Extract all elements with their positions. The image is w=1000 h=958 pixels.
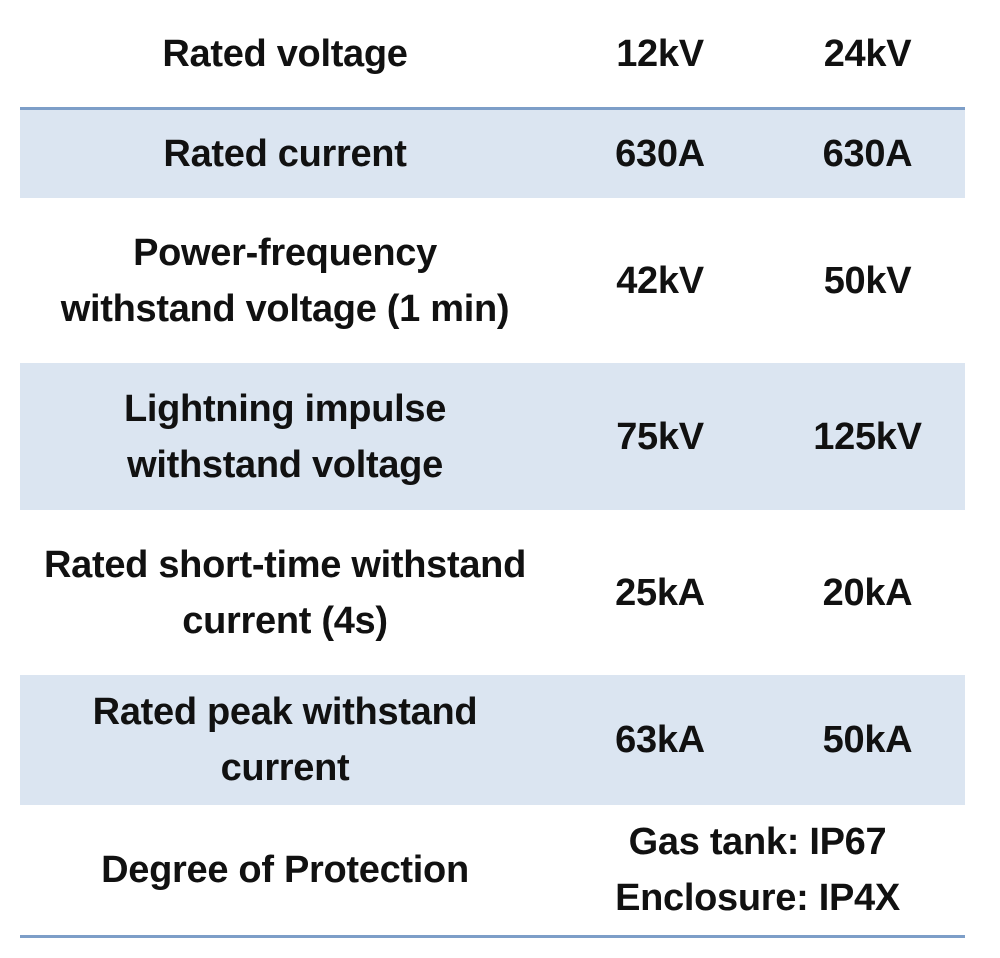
table-row: Rated peak withstand current 63kA 50kA — [20, 675, 965, 805]
spec-table: Rated voltage 12kV 24kV Rated current 63… — [20, 0, 965, 938]
protection-value: Gas tank: IP67 Enclosure: IP4X — [615, 821, 900, 919]
table-row: Degree of Protection Gas tank: IP67 Encl… — [20, 805, 965, 935]
row-value-24kv: 20kA — [822, 571, 913, 614]
row-value-24kv: 50kV — [823, 259, 912, 302]
row-label: Power-frequency withstand voltage (1 min… — [60, 231, 510, 330]
table-row: Power-frequency withstand voltage (1 min… — [20, 198, 965, 363]
bottom-divider — [20, 935, 965, 938]
row-value-12kv: 75kV — [616, 415, 704, 458]
header-label: Rated voltage — [162, 32, 408, 75]
row-value-24kv: 630A — [822, 133, 913, 175]
table-row: Rated short-time withstand current (4s) … — [20, 510, 965, 675]
row-value-24kv: 50kA — [822, 719, 913, 761]
row-label: Degree of Protection — [101, 849, 469, 891]
row-label: Lightning impulse withstand voltage — [123, 387, 447, 486]
header-12kv: 12kV — [616, 32, 704, 75]
table-row: Lightning impulse withstand voltage 75kV… — [20, 363, 965, 510]
row-value-12kv: 25kA — [615, 571, 705, 614]
row-label: Rated short-time withstand current (4s) — [43, 543, 526, 642]
row-value-12kv: 630A — [615, 133, 705, 175]
table-header-row: Rated voltage 12kV 24kV — [20, 0, 965, 110]
row-label: Rated current — [163, 133, 407, 175]
row-value-12kv: 42kV — [616, 259, 704, 302]
header-24kv: 24kV — [823, 32, 912, 75]
row-value-24kv: 125kV — [813, 415, 922, 458]
row-label: Rated peak withstand current — [92, 691, 478, 789]
row-value-12kv: 63kA — [615, 719, 705, 761]
table-row: Rated current 630A 630A — [20, 110, 965, 198]
